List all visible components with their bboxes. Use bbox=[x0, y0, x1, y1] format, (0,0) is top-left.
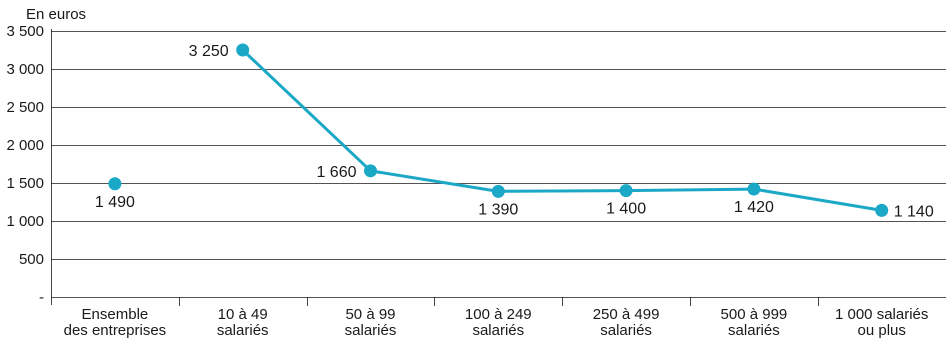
y-tick-label: 2 500 bbox=[6, 99, 44, 116]
series-line-segment bbox=[371, 171, 499, 192]
data-point bbox=[875, 204, 888, 217]
x-category-label: salariés bbox=[728, 322, 780, 339]
axes bbox=[51, 29, 946, 306]
x-category-label: 250 à 499 bbox=[593, 306, 660, 323]
data-point bbox=[236, 44, 249, 57]
data-label: 3 250 bbox=[189, 43, 229, 60]
data-point bbox=[747, 183, 760, 196]
y-tick-label: 3 500 bbox=[6, 23, 44, 40]
data-label: 1 400 bbox=[606, 201, 646, 218]
x-category-label: salariés bbox=[472, 322, 524, 339]
data-point bbox=[620, 184, 633, 197]
y-tick-label: 2 000 bbox=[6, 137, 44, 154]
data-label: 1 660 bbox=[316, 164, 356, 181]
y-axis-unit-label: En euros bbox=[26, 6, 86, 23]
x-category-label: 50 à 99 bbox=[345, 306, 395, 323]
data-label: 1 390 bbox=[478, 201, 518, 218]
x-category-label: 1 000 salariés bbox=[835, 306, 928, 323]
series-line-segment bbox=[626, 189, 754, 191]
data-point bbox=[492, 185, 505, 198]
x-category-label: salariés bbox=[345, 322, 397, 339]
x-category-label: des entreprises bbox=[64, 322, 167, 339]
y-tick-label: 500 bbox=[19, 251, 44, 268]
x-category-label: 10 à 49 bbox=[218, 306, 268, 323]
gridlines bbox=[51, 32, 946, 260]
y-tick-label: 1 000 bbox=[6, 213, 44, 230]
data-point bbox=[108, 177, 121, 190]
x-category-label: 100 à 249 bbox=[465, 306, 532, 323]
x-category-label: salariés bbox=[600, 322, 652, 339]
y-tick-label: 3 000 bbox=[6, 61, 44, 78]
y-tick-label: - bbox=[39, 289, 44, 306]
y-tick-label: 1 500 bbox=[6, 175, 44, 192]
series-line-segment bbox=[498, 191, 626, 192]
series-line-segment bbox=[243, 50, 371, 171]
x-category-label: Ensemble bbox=[82, 306, 149, 323]
x-category-label: ou plus bbox=[858, 322, 906, 339]
y-tick-labels: - 500 1 000 1 500 2 000 2 500 3 000 3 500 bbox=[6, 23, 44, 306]
x-category-label: salariés bbox=[217, 322, 269, 339]
data-label: 1 140 bbox=[894, 203, 934, 220]
x-category-label: 500 à 999 bbox=[721, 306, 788, 323]
data-point bbox=[364, 164, 377, 177]
data-label: 1 420 bbox=[734, 199, 774, 216]
data-label: 1 490 bbox=[95, 194, 135, 211]
